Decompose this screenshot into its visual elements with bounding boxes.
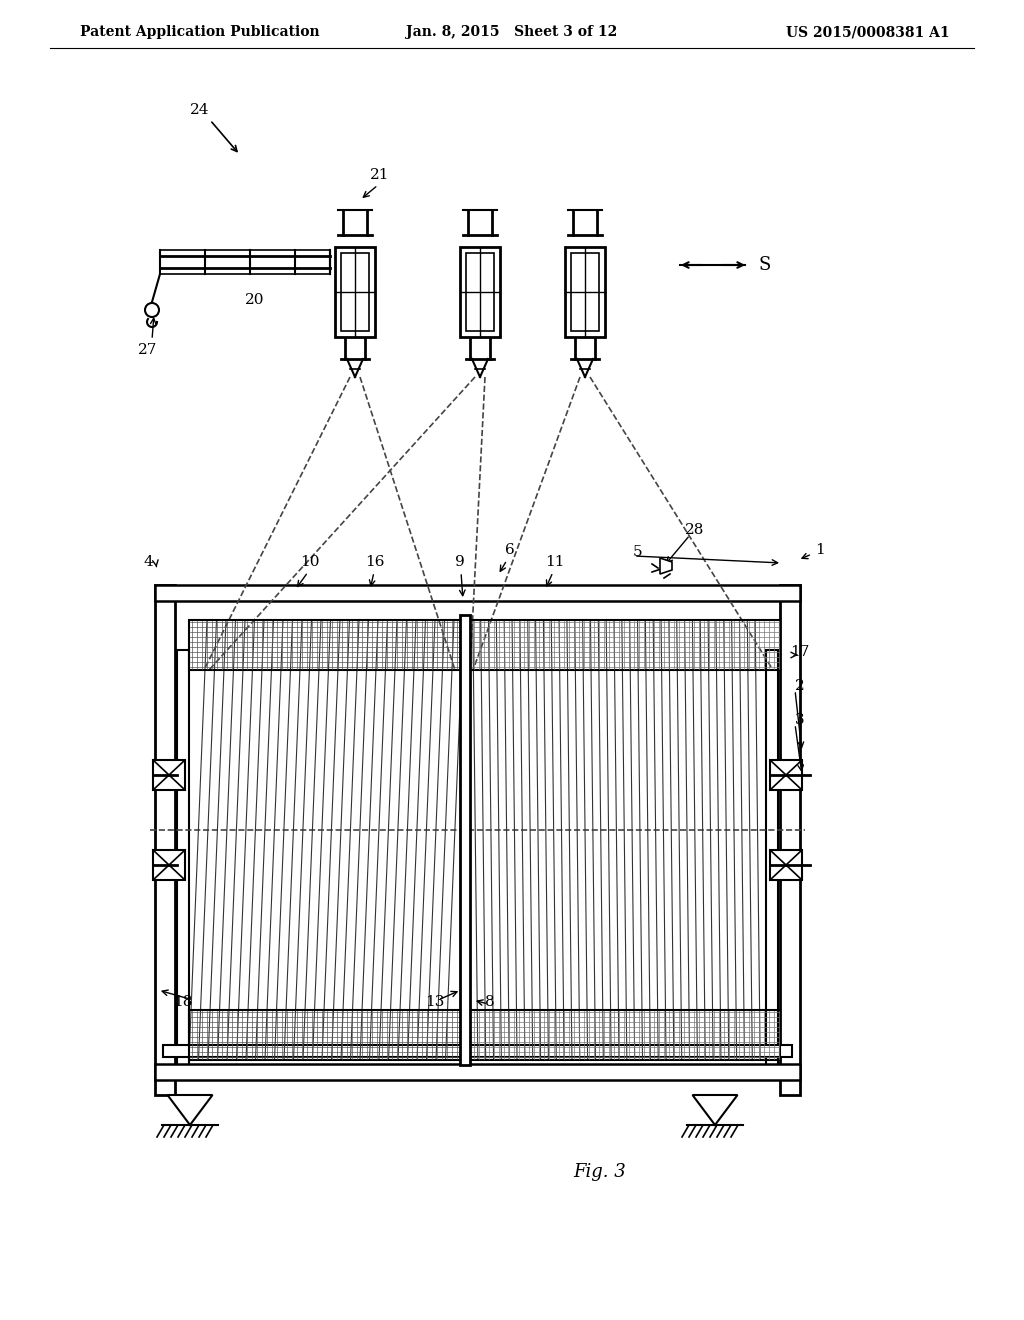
Text: 20: 20: [246, 293, 265, 308]
Bar: [460, 247, 500, 337]
Text: S: S: [759, 256, 771, 275]
Text: 5: 5: [633, 545, 643, 558]
Bar: [341, 253, 369, 331]
Polygon shape: [168, 1096, 213, 1125]
Text: 24: 24: [190, 103, 210, 117]
Text: 17: 17: [791, 645, 810, 659]
Text: 13: 13: [425, 995, 444, 1008]
Text: 9: 9: [455, 554, 465, 569]
Bar: [155, 1064, 800, 1080]
Bar: [780, 585, 800, 1096]
Bar: [565, 247, 605, 337]
Text: 8: 8: [485, 995, 495, 1008]
Bar: [189, 620, 467, 671]
Text: Patent Application Publication: Patent Application Publication: [80, 25, 319, 40]
Bar: [466, 253, 494, 331]
Text: 2: 2: [795, 678, 805, 693]
Bar: [467, 620, 780, 671]
Text: 18: 18: [173, 995, 193, 1008]
Bar: [155, 585, 800, 601]
Bar: [335, 247, 375, 337]
Bar: [770, 760, 802, 789]
Bar: [163, 1045, 792, 1057]
Bar: [153, 850, 185, 880]
Text: 11: 11: [545, 554, 565, 569]
Text: Jan. 8, 2015   Sheet 3 of 12: Jan. 8, 2015 Sheet 3 of 12: [407, 25, 617, 40]
Text: 28: 28: [685, 523, 705, 537]
Bar: [153, 760, 185, 789]
Polygon shape: [660, 558, 672, 574]
Bar: [766, 649, 778, 1080]
Bar: [770, 850, 802, 880]
Text: 16: 16: [366, 554, 385, 569]
Bar: [467, 1010, 780, 1060]
Bar: [177, 649, 189, 1080]
Text: 4: 4: [143, 554, 153, 569]
Text: 21: 21: [371, 168, 390, 182]
Polygon shape: [692, 1096, 737, 1125]
Text: 27: 27: [138, 343, 158, 356]
Text: US 2015/0008381 A1: US 2015/0008381 A1: [786, 25, 950, 40]
Text: Fig. 3: Fig. 3: [573, 1163, 627, 1181]
Text: 10: 10: [300, 554, 319, 569]
Text: 6: 6: [505, 543, 515, 557]
Bar: [155, 585, 175, 1096]
Bar: [460, 615, 470, 1065]
Bar: [189, 1010, 467, 1060]
Text: 1: 1: [815, 543, 825, 557]
Bar: [571, 253, 599, 331]
Text: 3: 3: [796, 713, 805, 727]
